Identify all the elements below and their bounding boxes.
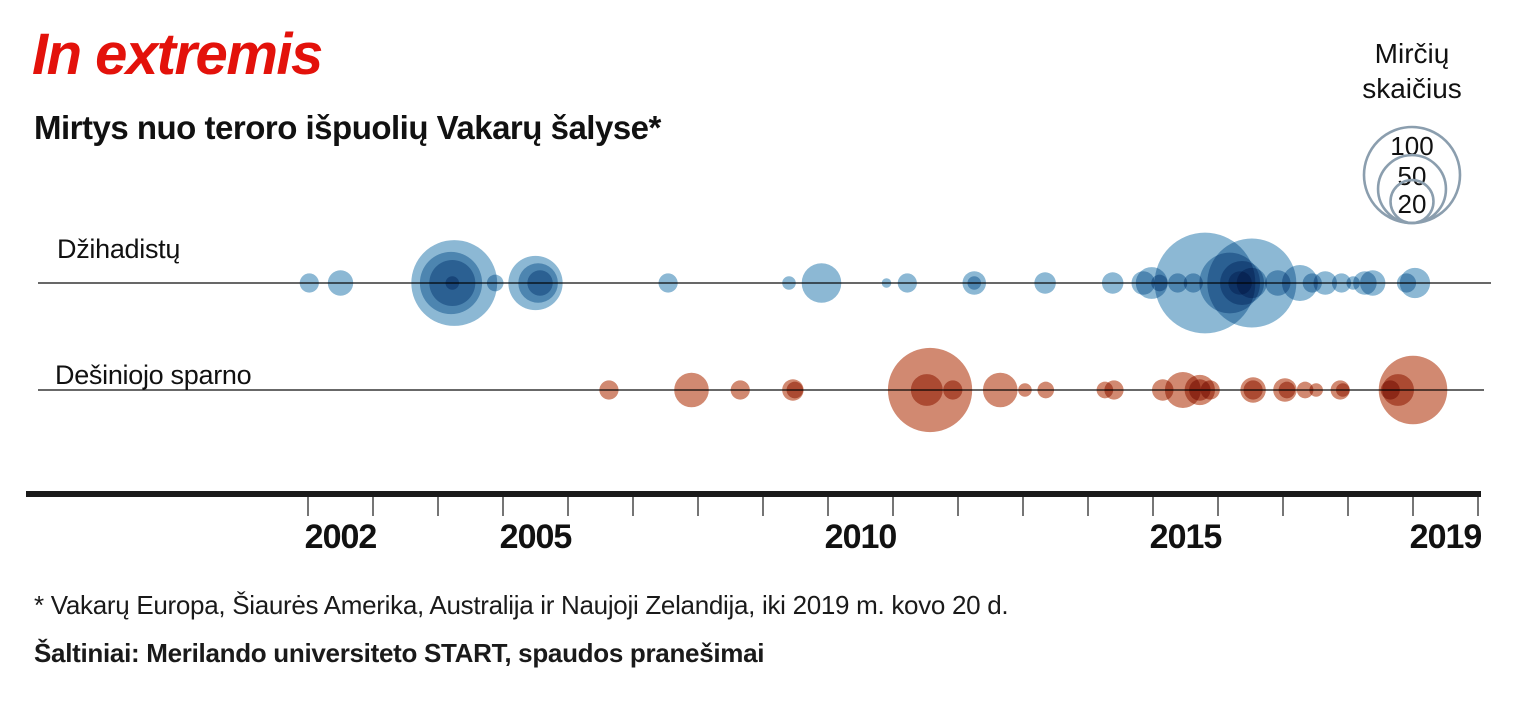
attack-bubble — [599, 380, 619, 400]
attack-bubble — [527, 270, 553, 296]
legend-title-line1: Mirčių — [1374, 38, 1450, 69]
attack-bubble — [1336, 383, 1350, 397]
attack-bubble — [982, 372, 1018, 408]
attack-bubble — [1399, 267, 1431, 299]
series-jihadist — [299, 232, 1431, 334]
attack-bubble — [943, 380, 963, 400]
series-right-wing — [599, 347, 1448, 433]
attack-bubble — [658, 273, 678, 293]
row-label-right-wing: Dešiniojo sparno — [55, 360, 252, 390]
attack-bubble — [786, 381, 804, 399]
attack-bubble — [1101, 272, 1124, 294]
attack-bubble — [1360, 270, 1386, 296]
attack-bubble — [1034, 272, 1056, 294]
attack-bubble — [1331, 273, 1352, 293]
axis-label-2010: 2010 — [825, 518, 897, 556]
attack-bubble — [445, 276, 460, 290]
attack-bubble — [1378, 355, 1448, 425]
attack-bubble — [674, 372, 709, 408]
attack-bubble — [299, 273, 319, 293]
attack-bubble — [1313, 271, 1338, 295]
attack-bubble — [967, 276, 982, 290]
attack-bubble — [897, 273, 917, 293]
axis-label-2015: 2015 — [1150, 518, 1222, 556]
axis-label-2002: 2002 — [305, 518, 377, 556]
page-subtitle: Mirtys nuo teroro išpuolių Vakarų šalyse… — [34, 109, 661, 146]
attack-bubble — [730, 380, 750, 400]
attack-bubble — [881, 278, 892, 288]
attack-bubble — [910, 374, 943, 406]
attack-bubble — [1037, 381, 1055, 399]
page-title: In extremis — [32, 22, 323, 87]
attack-bubble — [1104, 380, 1124, 400]
attack-bubble — [801, 263, 842, 303]
axis-label-2019: 2019 — [1410, 518, 1482, 556]
legend-value-20: 20 — [1398, 189, 1427, 219]
attack-bubble — [1236, 267, 1267, 299]
attack-bubble — [1243, 380, 1263, 400]
legend-title-line2: skaičius — [1362, 73, 1462, 104]
x-axis-bar — [26, 491, 1481, 497]
legend-value-50: 50 — [1398, 161, 1427, 191]
attack-bubble — [1278, 381, 1296, 399]
row-label-jihadist: Džihadistų — [57, 234, 181, 264]
attack-bubble — [486, 274, 504, 292]
attack-bubble — [1200, 380, 1220, 400]
source-line: Šaltiniai: Merilando universiteto START,… — [34, 638, 765, 668]
legend-circle-20 — [1389, 178, 1435, 225]
attack-bubble — [1309, 383, 1323, 397]
legend-value-100: 100 — [1390, 131, 1433, 161]
attack-bubble — [327, 270, 354, 296]
attack-bubble — [782, 276, 796, 290]
legend-title: Mirčių skaičius — [1312, 36, 1512, 106]
axis-label-2005: 2005 — [500, 518, 572, 556]
attack-bubble — [1296, 381, 1314, 399]
attack-bubble — [1018, 383, 1032, 397]
footnote: * Vakarų Europa, Šiaurės Amerika, Austra… — [34, 590, 1009, 620]
